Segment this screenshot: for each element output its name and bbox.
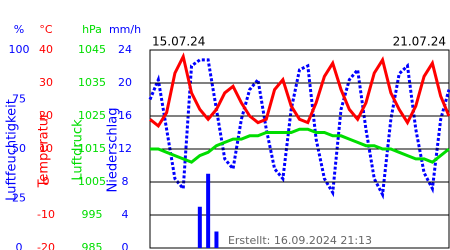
y-tick-label: 40 [39, 43, 53, 56]
precip-bar [206, 173, 211, 248]
axis-unit: mm/h [109, 23, 141, 36]
axis-title: Luftdruck [71, 119, 86, 181]
axis-title: Luftfeuchtigkeit [5, 99, 20, 201]
y-tick-label: 24 [118, 43, 132, 56]
y-tick-label: 1005 [78, 175, 106, 188]
y-tick-label: 10 [39, 142, 53, 155]
y-tick-label: 1015 [78, 142, 106, 155]
y-tick-label: 20 [39, 109, 53, 122]
y-tick-label: 50 [12, 142, 26, 155]
y-tick-label: 4 [122, 208, 129, 221]
axis-title: Niederschlag [106, 108, 121, 193]
y-tick-label: 100 [9, 43, 30, 56]
y-tick-label: 8 [122, 175, 129, 188]
y-tick-label: 0 [122, 241, 129, 250]
axis-unit: °C [39, 23, 53, 36]
y-tick-label: 0 [43, 175, 50, 188]
y-tick-label: 1025 [78, 109, 106, 122]
axis-title: Temperatur [37, 112, 52, 188]
y-tick-label: 985 [82, 241, 103, 250]
y-tick-label: 0 [16, 241, 23, 250]
series-line [150, 127, 450, 164]
precip-bar [214, 231, 219, 248]
y-tick-label: 20 [118, 76, 132, 89]
date-start: 15.07.24 [152, 35, 205, 49]
y-tick-label: 1045 [78, 43, 106, 56]
y-tick-label: 16 [118, 109, 132, 122]
y-tick-label: 12 [118, 142, 132, 155]
axis-unit: % [14, 23, 24, 36]
axis-unit: hPa [82, 23, 102, 36]
y-tick-label: 30 [39, 76, 53, 89]
y-tick-label: 25 [12, 192, 26, 205]
y-tick-label: 1035 [78, 76, 106, 89]
y-tick-label: 75 [12, 93, 26, 106]
date-end: 21.07.24 [393, 35, 446, 49]
y-tick-label: -20 [37, 241, 55, 250]
footer: Erstellt: 16.09.2024 21:13 [228, 234, 372, 247]
y-tick-label: -10 [37, 208, 55, 221]
series-line [149, 52, 450, 129]
series-line [148, 58, 450, 200]
precip-bar [197, 206, 202, 248]
y-tick-label: 995 [82, 208, 103, 221]
